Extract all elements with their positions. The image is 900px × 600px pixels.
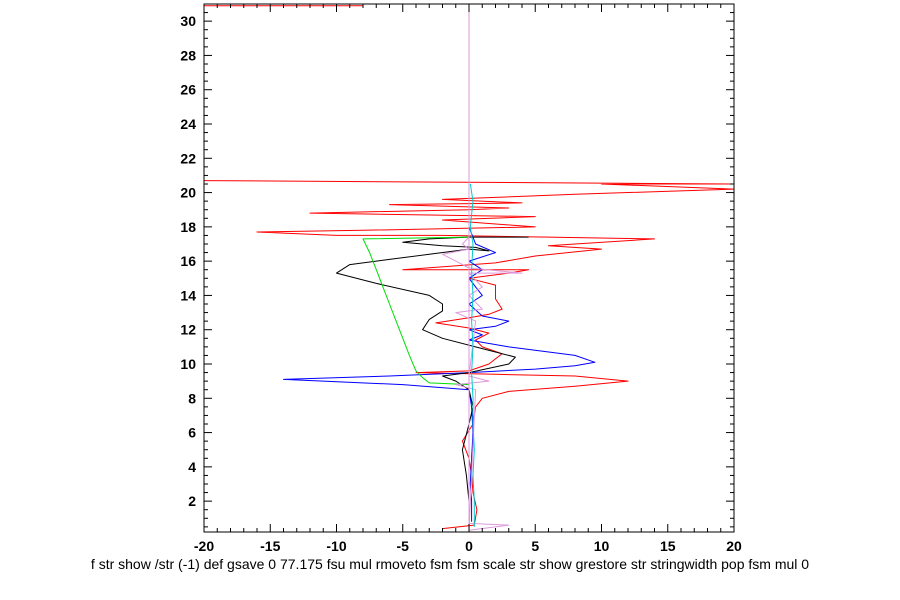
y-tick-label: 22 [180,150,196,166]
y-tick-label: 12 [180,322,196,338]
x-axis-label: f str show /str (-1) def gsave 0 77.175 … [91,556,809,572]
x-tick-label: -5 [397,538,410,554]
x-tick-label: -15 [260,538,280,554]
series-line-7 [442,236,523,531]
y-tick-label: 14 [180,287,196,303]
y-tick-label: 2 [188,493,196,509]
y-tick-label: 30 [180,13,196,29]
y-tick-label: 4 [188,459,196,475]
y-tick-label: 10 [180,356,196,372]
series-layer [203,4,735,531]
y-tick-label: 18 [180,219,196,235]
y-tick-label: 24 [180,116,196,132]
series-line-5 [362,236,470,386]
y-tick-label: 20 [180,185,196,201]
y-tick-label: 26 [180,82,196,98]
x-tick-label: 0 [465,538,473,554]
y-tick-label: 6 [188,425,196,441]
series-line-4 [336,236,529,522]
series-line-3 [283,184,596,522]
x-tick-label: 15 [660,538,676,554]
series-line-8 [469,183,475,527]
x-tick-label: -10 [326,538,346,554]
y-tick-label: 16 [180,253,196,269]
y-tick-label: 28 [180,47,196,63]
y-tick-label: 8 [188,390,196,406]
x-tick-label: 5 [531,538,539,554]
series-line-1 [203,180,735,530]
axis-layer: -20 -15 -10 -5 0 5 10 15 20246810121416182022242… [180,3,742,554]
x-tick-label: -20 [194,538,214,554]
x-tick-label: 10 [594,538,610,554]
x-tick-label: 20 [726,538,742,554]
